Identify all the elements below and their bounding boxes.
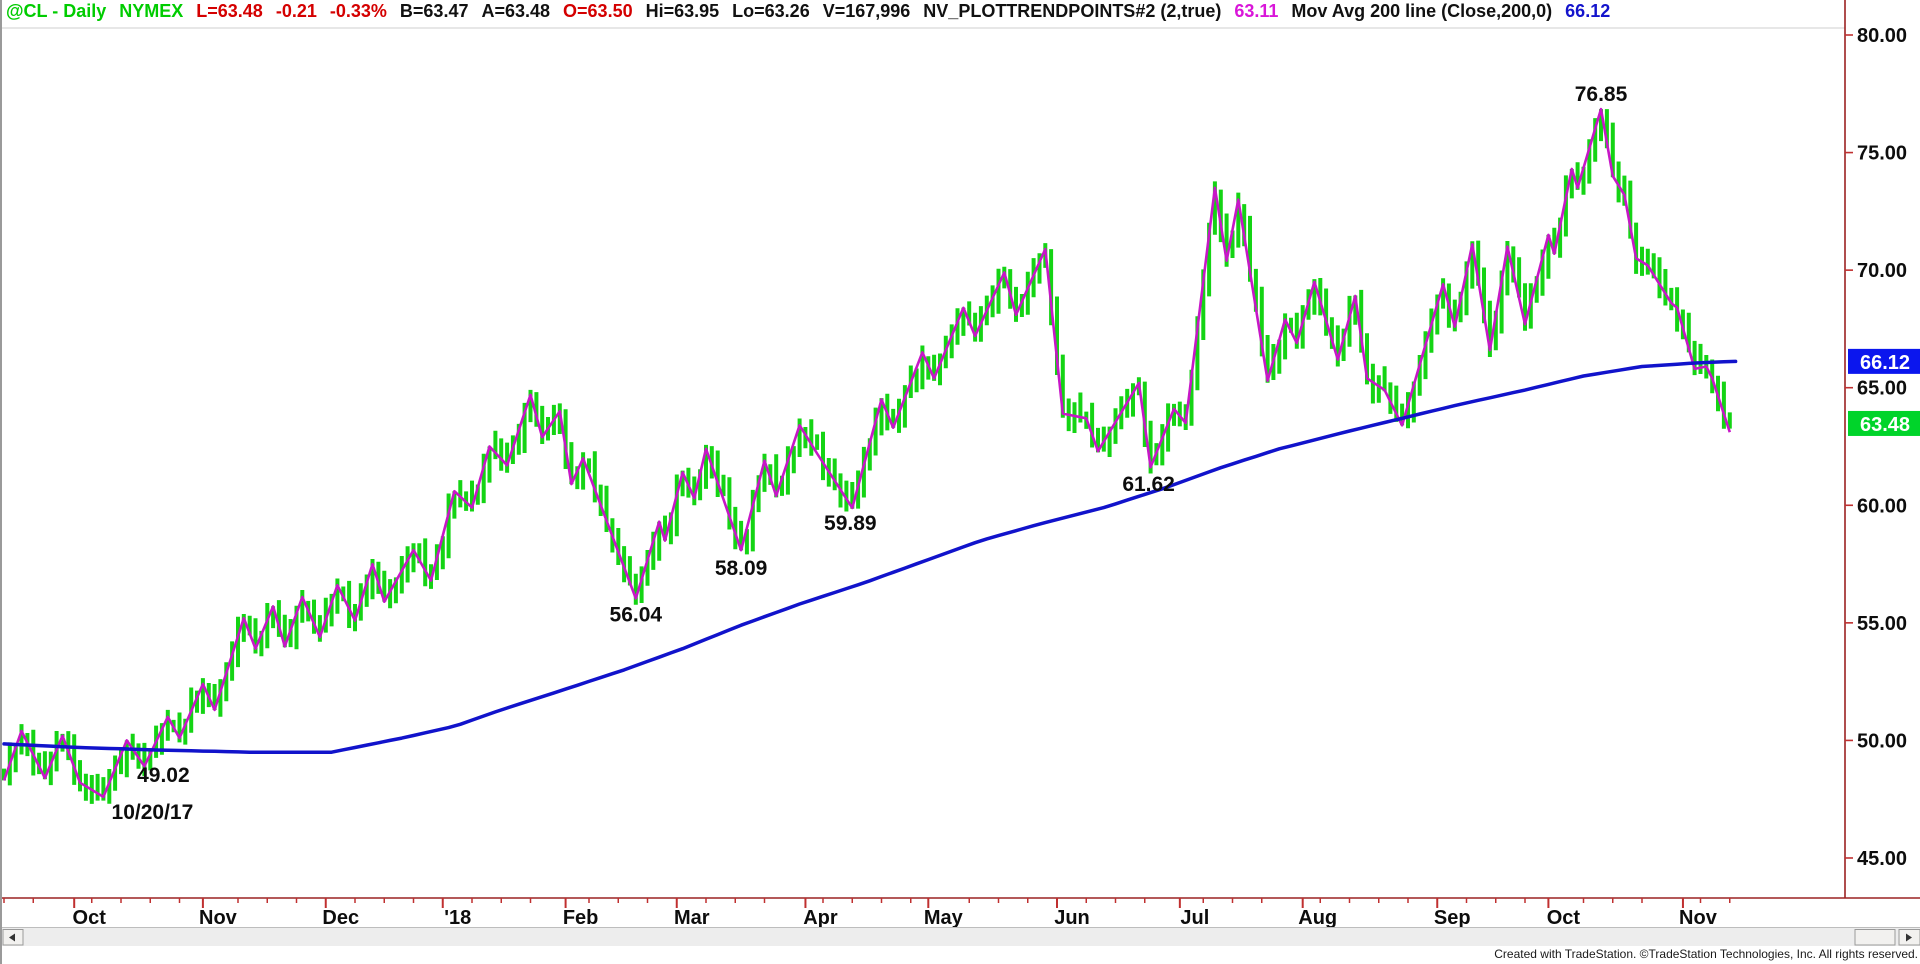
x-axis-label: Nov (1679, 907, 1718, 929)
quote-field-indicator-ma-value: 66.12 (1565, 1, 1611, 21)
quote-field-open: O=63.50 (563, 1, 633, 21)
y-axis-label: 70.00 (1857, 260, 1907, 282)
quote-field-indicator-trendpoints: NV_PLOTTRENDPOINTS#2 (2,true) (923, 1, 1222, 21)
y-axis-label: 50.00 (1857, 730, 1907, 752)
price-tag-value: 63.48 (1860, 414, 1910, 436)
quote-field-pct-change: -0.33% (329, 1, 387, 21)
swing-label: 58.09 (715, 557, 768, 580)
quote-field-net-change: -0.21 (275, 1, 317, 21)
price-tag-value: 66.12 (1860, 352, 1910, 374)
quote-field-high: Hi=63.95 (645, 1, 720, 21)
swing-label: 56.04 (610, 603, 663, 626)
y-axis-label: 55.00 (1857, 613, 1907, 635)
last-close-price-tag (1848, 410, 1920, 436)
x-axis-label: '18 (444, 907, 471, 929)
quote-field-last: L=63.48 (196, 1, 263, 21)
ma-price-tag (1848, 348, 1920, 374)
credit-text: Created with TradeStation. ©TradeStation… (1494, 947, 1918, 961)
swing-label: 59.89 (824, 512, 877, 535)
ma-200-line (2, 359, 1738, 754)
x-axis-label: Sep (1434, 907, 1471, 929)
swing-label: 10/20/17 (112, 801, 194, 824)
quote-field-symbol: @CL - Daily (6, 1, 107, 21)
x-axis-label: Oct (1547, 907, 1581, 929)
quote-field-indicator-ma: Mov Avg 200 line (Close,200,0) (1291, 1, 1553, 21)
x-axis-label: Aug (1298, 907, 1337, 929)
quote-header: @CL - Daily NYMEX L=63.48 -0.21 -0.33% B=63.4… (2, 0, 1920, 28)
quote-field-exchange: NYMEX (119, 1, 184, 21)
swing-label: 61.62 (1122, 473, 1175, 496)
scrollbar-track[interactable] (2, 928, 1920, 946)
y-axis-label: 75.00 (1857, 143, 1907, 165)
quote-field-volume: V=167,996 (822, 1, 911, 21)
x-axis-label: May (924, 907, 964, 929)
chart-plot-area[interactable] (2, 28, 1845, 898)
scroll-left-icon (9, 933, 15, 942)
quote-field-low: Lo=63.26 (732, 1, 810, 21)
swing-label: 49.02 (137, 764, 190, 787)
x-axis-label: Jul (1180, 907, 1209, 929)
trendpoints-zigzag-line (2, 107, 1732, 799)
y-axis-label: 60.00 (1857, 495, 1907, 517)
scrollbar-thumb[interactable] (1854, 929, 1896, 946)
quote-field-ask: A=63.48 (481, 1, 551, 21)
x-axis-label: Mar (674, 907, 710, 929)
x-axis-label: Feb (563, 907, 599, 929)
quote-field-indicator-trendpoints-value: 63.11 (1234, 1, 1279, 21)
swing-label: 76.85 (1575, 83, 1628, 106)
y-axis-label: 65.00 (1857, 378, 1907, 400)
x-axis-label: Apr (803, 907, 838, 929)
x-axis-label: Oct (73, 907, 107, 929)
scroll-right-icon (1906, 933, 1912, 942)
x-axis-label: Jun (1054, 907, 1090, 929)
y-axis-label: 45.00 (1857, 848, 1907, 870)
x-axis-label: Nov (199, 907, 238, 929)
y-axis-label: 80.00 (1857, 25, 1907, 47)
quote-field-bid: B=63.47 (399, 1, 469, 21)
credit-bar: Created with TradeStation. ©TradeStation… (2, 946, 1920, 964)
x-axis-label: Dec (322, 907, 359, 929)
